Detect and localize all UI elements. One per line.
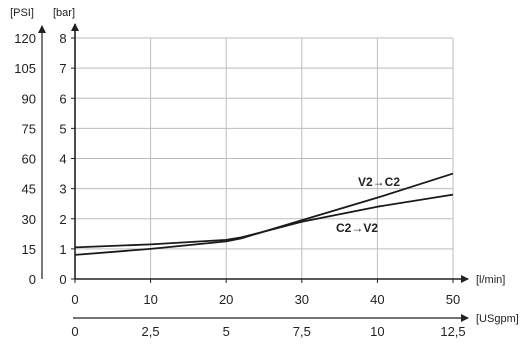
axes: [38, 23, 469, 322]
bar-tick-label: 7: [59, 61, 66, 76]
usgpm-tick-label: 0: [71, 324, 78, 339]
lmin-tick-label: 10: [143, 292, 157, 307]
psi-tick-label: 15: [22, 242, 36, 257]
series-lines: [74, 172, 454, 256]
bar-tick-label: 6: [59, 91, 66, 106]
bar-tick-label: 2: [59, 212, 66, 227]
bar-tick-label: 1: [59, 242, 66, 257]
psi-tick-label: 45: [22, 182, 36, 197]
psi-tick-label: 30: [22, 212, 36, 227]
grid: [75, 37, 454, 279]
lmin-tick-label: 20: [219, 292, 233, 307]
usgpm-unit-label: [USgpm]: [476, 313, 519, 325]
bar-tick-label: 0: [59, 272, 66, 287]
bar-tick-label: 8: [59, 31, 66, 46]
psi-tick-label: 90: [22, 91, 36, 106]
usgpm-tick-label: 5: [223, 324, 230, 339]
lmin-unit-label: [l/min]: [476, 274, 505, 286]
lmin-tick-label: 40: [370, 292, 384, 307]
lmin-tick-label: 50: [446, 292, 460, 307]
bar-tick-label: 4: [59, 152, 66, 167]
bar-tick-label: 3: [59, 182, 66, 197]
psi-tick-label: 0: [29, 272, 36, 287]
usgpm-tick-label: 12,5: [440, 324, 465, 339]
series-label-c2-v2: C2→V2: [336, 221, 378, 235]
bar-tick-label: 5: [59, 121, 66, 136]
usgpm-tick-label: 7,5: [293, 324, 311, 339]
series-line: [74, 193, 454, 249]
psi-tick-label: 75: [22, 121, 36, 136]
psi-unit-label: [PSI]: [10, 7, 34, 19]
lmin-tick-label: 0: [71, 292, 78, 307]
psi-tick-label: 105: [14, 61, 36, 76]
psi-tick-label: 120: [14, 31, 36, 46]
usgpm-tick-label: 10: [370, 324, 384, 339]
lmin-tick-label: 30: [295, 292, 309, 307]
series-label-v2-c2: V2→C2: [358, 175, 400, 189]
psi-tick-label: 60: [22, 152, 36, 167]
usgpm-tick-label: 2,5: [142, 324, 160, 339]
bar-unit-label: [bar]: [53, 7, 75, 19]
